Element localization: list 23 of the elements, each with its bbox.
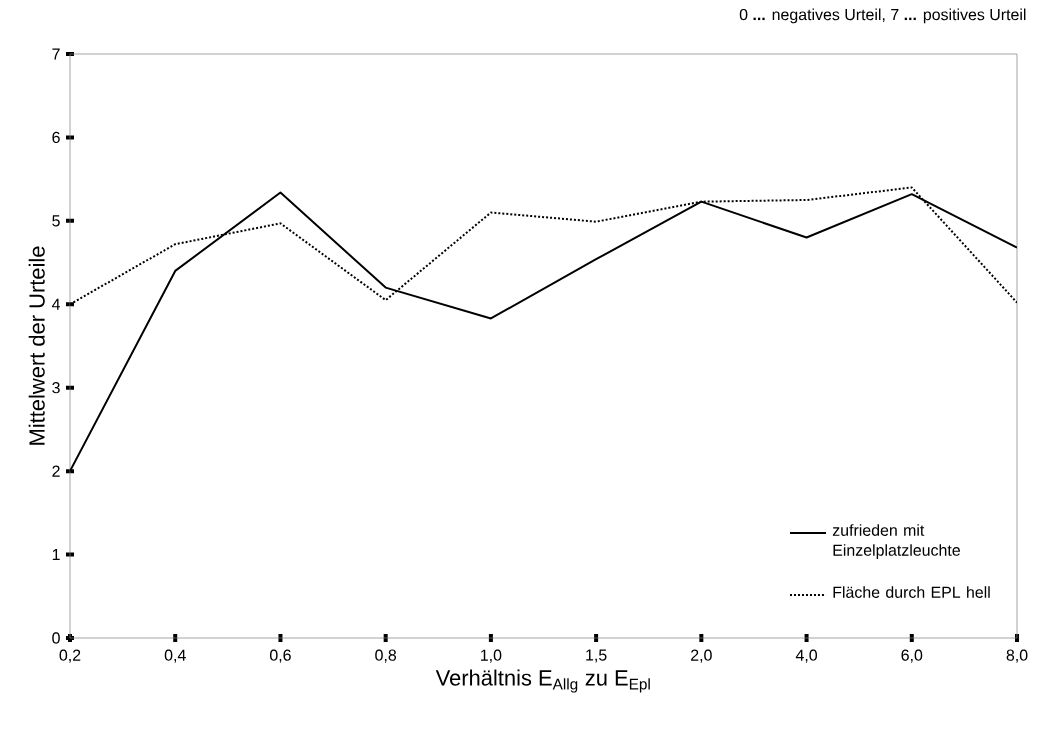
x-tick-label: 0,2 — [59, 649, 81, 663]
y-tick-label: 3 — [52, 382, 60, 394]
x-tick-label: 4,0 — [795, 649, 818, 663]
x-tick-label: 0,4 — [164, 649, 186, 663]
x-tick-label: 8,0 — [1006, 649, 1028, 663]
y-tick-label: 2 — [52, 465, 60, 477]
y-tick-label: 0 — [52, 632, 60, 644]
y-tick-label: 1 — [52, 549, 60, 561]
x-axis-title: Verhältnis E$_{Allg}$ zu E$_{Epl}$ — [435, 669, 650, 693]
x-tick-label: 6,0 — [901, 649, 923, 663]
x-tick-label: 0,6 — [269, 649, 291, 663]
x-tick-label: 1,5 — [586, 649, 607, 663]
x-tick-label: 2,0 — [691, 649, 712, 663]
y-tick-label: 5 — [52, 215, 60, 227]
text: 0 ... negatives Urteil, 7 ... positives Urteil — [739, 8, 1026, 24]
y-tick-label: 7 — [52, 48, 60, 60]
y-axis-title: Mittelwert der Urteile — [28, 246, 45, 445]
legend-label: zufrieden mit Einzelplatzleuchte — [832, 524, 960, 559]
x-tick-label: 1,0 — [481, 649, 502, 663]
y-tick-label: 4 — [51, 298, 61, 310]
x-tick-label: 0,8 — [375, 649, 397, 663]
legend-label: Fläche durch EPL hell — [833, 586, 990, 598]
y-tick-label: 6 — [52, 131, 60, 144]
